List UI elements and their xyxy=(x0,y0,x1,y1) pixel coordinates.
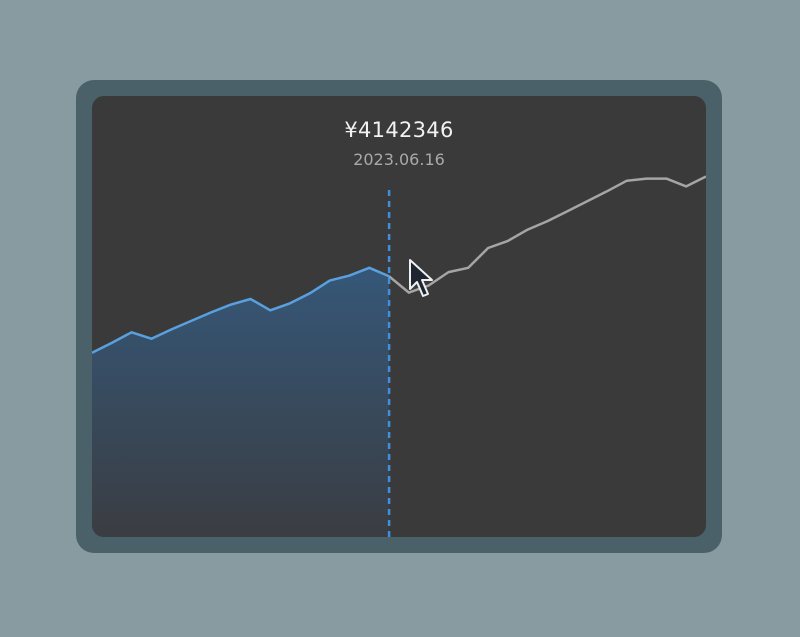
data-point[interactable] xyxy=(346,272,354,280)
tooltip-date: 2023.06.16 xyxy=(353,150,445,169)
tooltip-value: ¥4142346 xyxy=(344,118,454,142)
data-point[interactable] xyxy=(326,277,334,285)
data-point[interactable] xyxy=(603,187,611,195)
data-point[interactable] xyxy=(405,289,413,297)
data-point[interactable] xyxy=(227,301,235,309)
data-point[interactable] xyxy=(484,244,492,252)
data-point[interactable] xyxy=(662,175,670,183)
data-point[interactable] xyxy=(365,264,373,272)
area-fill xyxy=(92,267,390,537)
data-point[interactable] xyxy=(108,339,116,347)
line-chart[interactable] xyxy=(92,96,706,537)
data-point[interactable] xyxy=(247,295,255,303)
data-point[interactable] xyxy=(266,306,274,314)
future-series-line xyxy=(388,175,706,294)
past-series-line xyxy=(92,266,390,354)
data-point[interactable] xyxy=(128,328,136,336)
data-point[interactable] xyxy=(524,226,532,234)
data-point[interactable] xyxy=(563,207,571,215)
data-point[interactable] xyxy=(504,237,512,245)
data-point[interactable] xyxy=(207,309,215,317)
chart-card[interactable]: ¥4142346 2023.06.16 xyxy=(92,96,706,537)
data-point[interactable] xyxy=(147,335,155,343)
data-point[interactable] xyxy=(583,197,591,205)
data-point[interactable] xyxy=(544,217,552,225)
data-point[interactable] xyxy=(187,317,195,325)
data-point[interactable] xyxy=(445,268,453,276)
data-point[interactable] xyxy=(286,299,294,307)
data-point[interactable] xyxy=(167,326,175,334)
data-point[interactable] xyxy=(682,182,690,190)
data-point[interactable] xyxy=(623,177,631,185)
data-point[interactable] xyxy=(643,175,651,183)
data-point[interactable] xyxy=(306,289,314,297)
arrow-pointer-icon xyxy=(409,259,433,297)
data-point[interactable] xyxy=(464,264,472,272)
